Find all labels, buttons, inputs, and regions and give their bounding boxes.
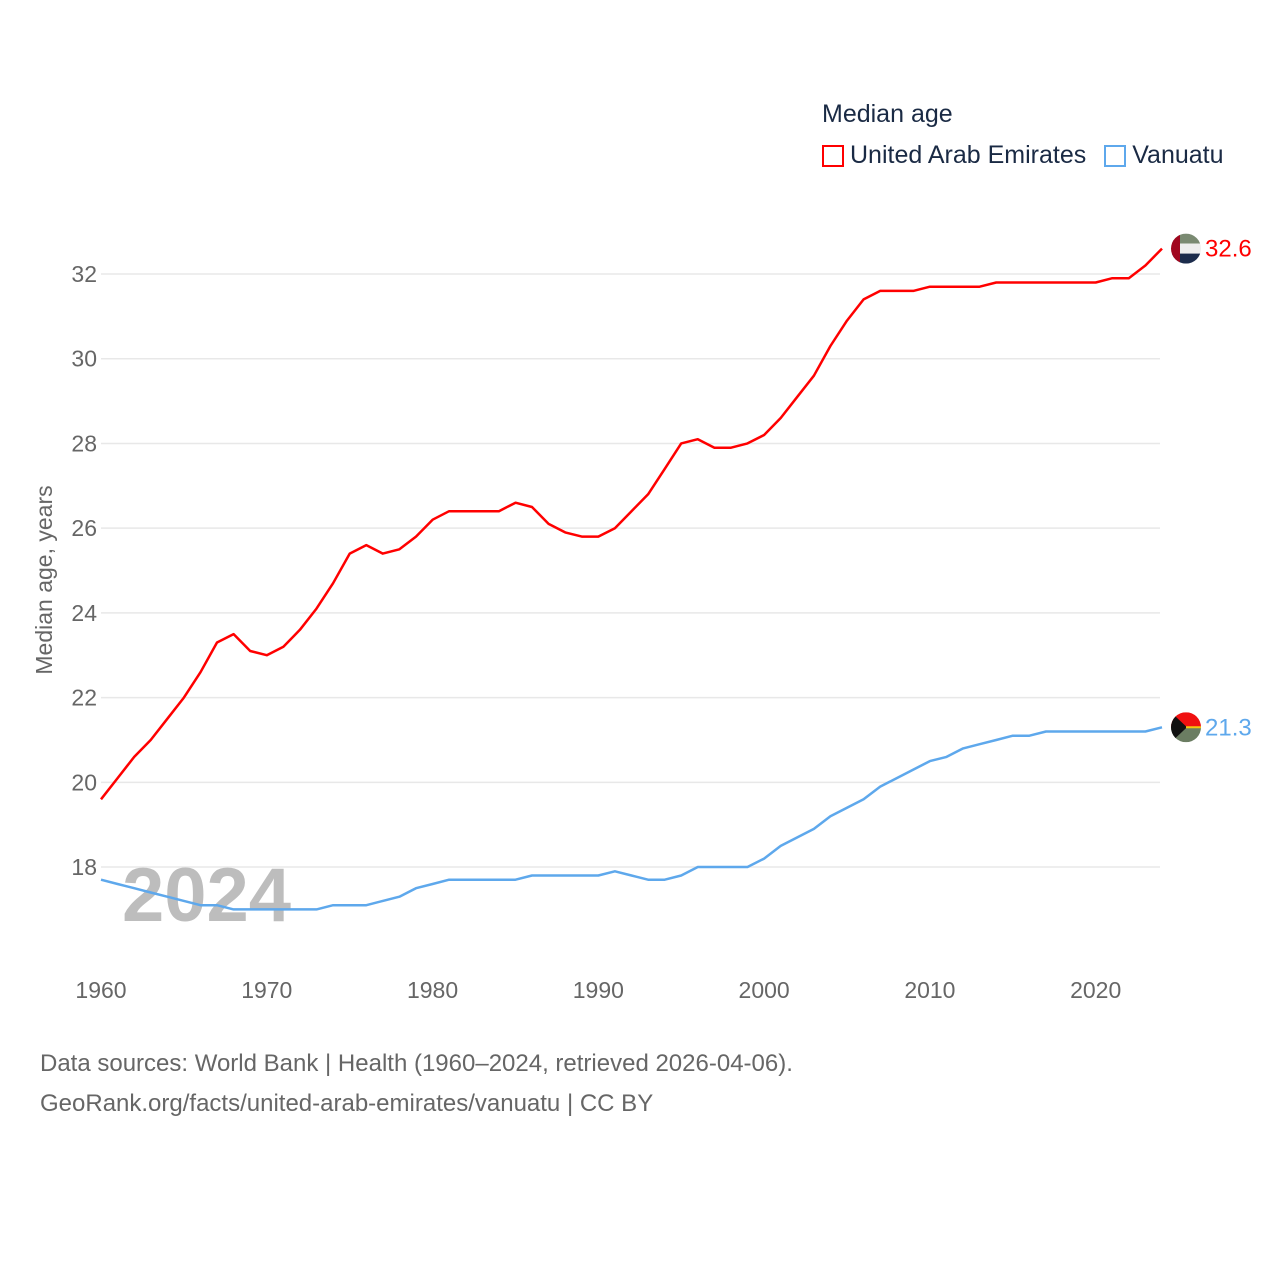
x-tick-label: 2020 xyxy=(1070,977,1121,1003)
source-line-2[interactable]: GeoRank.org/facts/united-arab-emirates/v… xyxy=(40,1090,654,1117)
x-tick-label: 2000 xyxy=(739,977,790,1003)
y-axis-title: Median age, years xyxy=(31,485,57,674)
x-tick-label: 1990 xyxy=(573,977,624,1003)
x-tick-label: 2010 xyxy=(904,977,955,1003)
x-tick-label: 1980 xyxy=(407,977,458,1003)
y-tick-label: 18 xyxy=(71,854,97,880)
uae-flag-icon xyxy=(1171,233,1201,264)
data-source: Data sources: World Bank | Health (1960–… xyxy=(40,1044,793,1124)
vanuatu-flag-icon xyxy=(1171,712,1201,743)
y-tick-label: 30 xyxy=(71,346,97,372)
legend-label-vanuatu: Vanuatu xyxy=(1132,141,1224,169)
x-tick-label: 1960 xyxy=(75,977,126,1003)
y-tick-label: 24 xyxy=(71,600,97,626)
legend: Median age United Arab Emirates Vanuatu xyxy=(822,100,1224,170)
y-tick-label: 28 xyxy=(71,430,97,456)
legend-label-uae: United Arab Emirates xyxy=(850,141,1087,169)
x-tick-label: 1970 xyxy=(241,977,292,1003)
end-value-label-0: 32.6 xyxy=(1205,236,1252,263)
y-tick-label: 32 xyxy=(71,261,97,287)
source-line-1: Data sources: World Bank | Health (1960–… xyxy=(40,1050,793,1077)
y-tick-label: 22 xyxy=(71,685,97,711)
series-line-0 xyxy=(100,247,1163,801)
y-tick-label: 26 xyxy=(71,515,97,541)
y-tick-label: 20 xyxy=(71,769,97,795)
legend-swatch-uae xyxy=(822,144,844,167)
end-value-label-1: 21.3 xyxy=(1205,714,1252,741)
legend-item-vanuatu[interactable]: Vanuatu xyxy=(1104,141,1224,170)
legend-title: Median age xyxy=(822,100,953,128)
legend-item-uae[interactable]: United Arab Emirates xyxy=(822,141,1086,170)
year-watermark: 2024 xyxy=(122,853,291,938)
legend-swatch-vanuatu xyxy=(1104,144,1127,167)
series-line-1 xyxy=(100,726,1163,911)
